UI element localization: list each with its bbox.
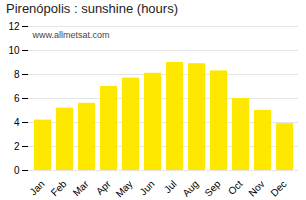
- svg-text:6: 6: [14, 93, 20, 104]
- svg-text:Jun: Jun: [137, 178, 156, 197]
- svg-text:www.allmetsat.com: www.allmetsat.com: [32, 30, 110, 40]
- svg-text:Dec: Dec: [268, 178, 288, 198]
- svg-text:8: 8: [14, 69, 20, 80]
- html-text:Pirenópolis : sunshine (hours): Pirenópolis : sunshine (hours): [6, 1, 178, 16]
- svg-text:0: 0: [14, 165, 20, 176]
- svg-text:Jul: Jul: [162, 178, 179, 195]
- svg-text:Jan: Jan: [27, 178, 46, 197]
- svg-text:Nov: Nov: [246, 178, 266, 198]
- svg-text:Apr: Apr: [94, 178, 113, 197]
- svg-text:Oct: Oct: [226, 178, 245, 197]
- svg-text:2: 2: [14, 141, 20, 152]
- svg-text:Aug: Aug: [180, 178, 200, 198]
- svg-text:Feb: Feb: [49, 178, 69, 198]
- svg-text:12: 12: [8, 21, 20, 32]
- svg-text:4: 4: [14, 117, 20, 128]
- svg-text:May: May: [114, 178, 135, 199]
- svg-text:10: 10: [8, 45, 20, 56]
- svg-text:Mar: Mar: [71, 178, 91, 198]
- svg-text:Sep: Sep: [202, 178, 223, 199]
